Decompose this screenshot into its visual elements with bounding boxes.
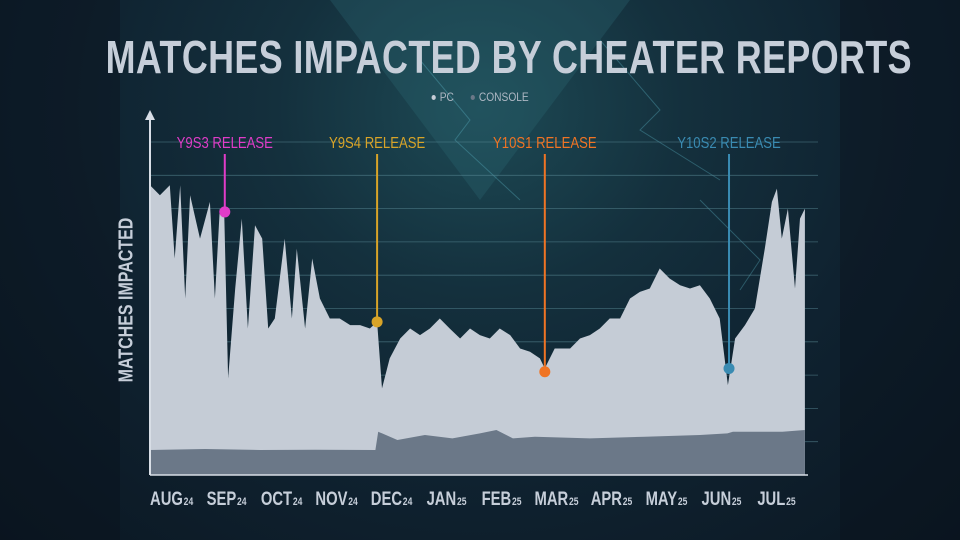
x-tick-label: JUL25 [757, 488, 796, 509]
annotation-label: Y9S3 RELEASE [177, 135, 273, 152]
chart-title: MATCHES IMPACTED BY CHEATER REPORTS [105, 31, 912, 83]
legend-dot-console [470, 95, 475, 101]
legend-item-pc: PC [431, 90, 454, 104]
legend-item-console: CONSOLE [470, 90, 529, 104]
legend-label: CONSOLE [478, 90, 529, 104]
x-tick-label: MAY25 [646, 488, 688, 509]
legend: PC CONSOLE [72, 90, 888, 104]
annotation-dot [723, 362, 735, 374]
area-series-console [150, 430, 805, 475]
x-tick-label: JUN25 [702, 488, 742, 509]
annotation-dot [219, 206, 231, 218]
x-tick-label: APR25 [591, 488, 633, 509]
x-tick-label: JAN25 [427, 488, 467, 509]
legend-dot-pc [431, 95, 436, 101]
x-tick-label: DEC24 [371, 488, 413, 509]
area-series-pc [150, 185, 805, 476]
x-tick-label: FEB25 [482, 488, 522, 509]
x-tick-label: SEP24 [207, 488, 247, 509]
annotation-dot [371, 316, 383, 328]
y-axis-arrow-icon [145, 110, 155, 120]
annotation-label: Y10S2 RELEASE [677, 135, 781, 152]
x-tick-label: NOV24 [315, 488, 358, 509]
legend-label: PC [439, 90, 454, 104]
annotation-dot [539, 366, 551, 378]
x-tick-label: OCT24 [261, 488, 303, 509]
annotation-label: Y10S1 RELEASE [493, 135, 597, 152]
annotation-label: Y9S4 RELEASE [329, 135, 425, 152]
x-tick-label: AUG24 [150, 488, 194, 509]
x-tick-label: MAR25 [535, 488, 579, 509]
